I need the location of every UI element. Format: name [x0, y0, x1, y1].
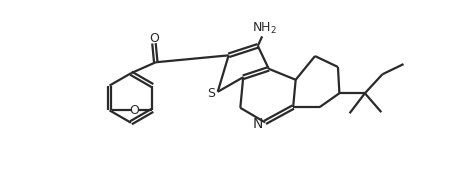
Text: S: S [207, 87, 215, 100]
Text: NH$_2$: NH$_2$ [252, 21, 277, 36]
Text: N: N [253, 117, 263, 131]
Text: O: O [149, 32, 159, 45]
Text: O: O [129, 104, 139, 117]
